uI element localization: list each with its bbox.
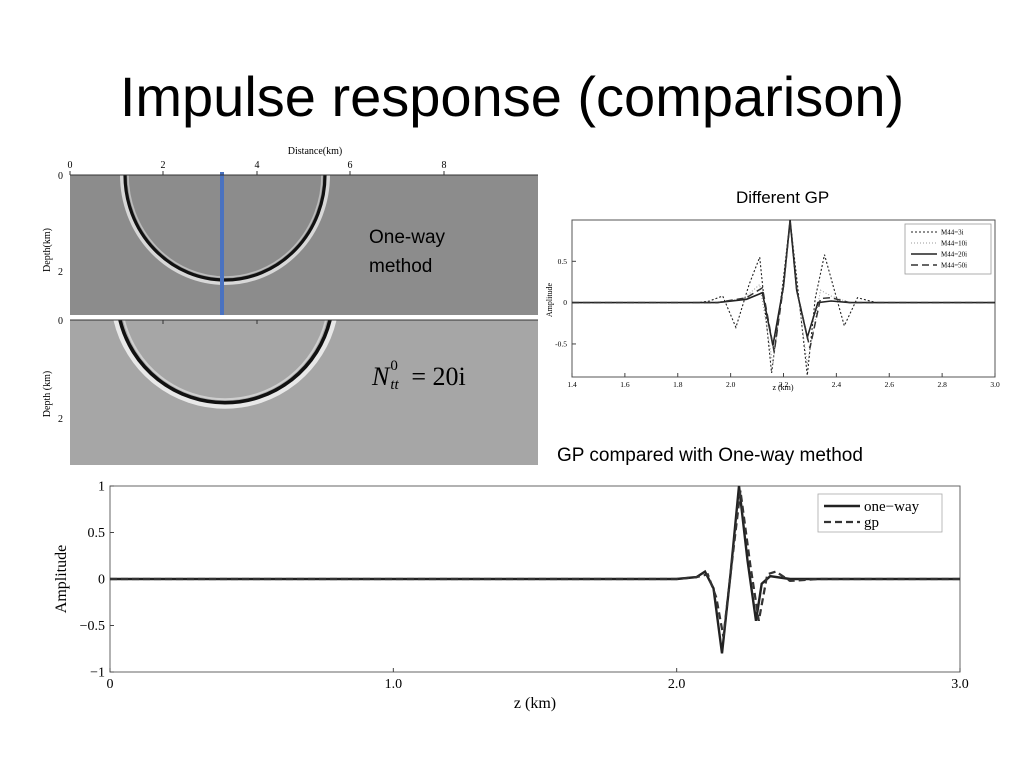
- gp-section-top-ticks: [70, 319, 538, 324]
- legend-label-2: M44=20i: [941, 250, 967, 258]
- y-tick-label: 0: [563, 298, 567, 307]
- oneway-xtick-4: 4: [255, 160, 260, 171]
- oneway-reflector-edge: [127, 174, 323, 278]
- gp-section-background: [70, 320, 538, 465]
- equation-superscript: 0: [390, 358, 398, 374]
- y-tick-label: 0.5: [558, 257, 568, 266]
- legend-label-0: one−way: [864, 499, 920, 515]
- y-tick-label: −1: [90, 666, 105, 681]
- oneway-xtick-2: 2: [161, 160, 166, 171]
- oneway-y-axis: 0 2 Depth(km): [42, 171, 63, 278]
- gp-ytick-0: 0: [58, 316, 63, 327]
- caption-gp-vs-oneway: GP compared with One-way method: [557, 445, 863, 466]
- chart2-series-group: [110, 485, 960, 654]
- chart1-legend: M44=3i M44=10i M44=20i M44=50i: [904, 223, 992, 275]
- oneway-method-label: One-way method: [369, 223, 445, 281]
- series-line-1: [572, 224, 995, 365]
- gp-depth-section: 0 2 Depth (km): [42, 316, 538, 465]
- y-tick-label: 1: [98, 480, 105, 495]
- chart2-ylabel: Amplitude: [53, 545, 70, 613]
- oneway-x-axis: 0 2 4 6 8 Distance(km): [68, 146, 538, 176]
- x-tick-label: 1.8: [673, 380, 683, 389]
- gp-reflector-light: [113, 319, 337, 409]
- series-line-3: [572, 221, 995, 353]
- oneway-reflector-dark: [123, 174, 327, 282]
- slide-title: Impulse response (comparison): [119, 65, 905, 128]
- caption-different-gp: Different GP: [736, 188, 830, 207]
- oneway-ytick-2: 2: [58, 267, 63, 278]
- x-tick-label: 2.2: [779, 380, 789, 389]
- x-tick-label: 2.0: [726, 380, 736, 389]
- oneway-xtick-0: 0: [68, 160, 73, 171]
- chart1-x-ticks: 1.4 1.6 1.8 2.0 2.2 2.4 2.6 2.8 3.0: [567, 373, 1000, 389]
- x-tick-label: 0: [107, 677, 114, 692]
- gp-ytick-2: 2: [58, 414, 63, 425]
- y-tick-label: -0.5: [555, 339, 567, 348]
- legend-label-3: M44=50i: [941, 261, 967, 269]
- x-tick-label: 1.0: [385, 677, 403, 692]
- gp-y-axis: 0 2 Depth (km): [42, 316, 63, 425]
- oneway-label-line2: method: [369, 256, 433, 277]
- chart2-y-ticks: 1 0.5 0 −0.5 −1: [80, 480, 114, 681]
- y-tick-label: 0: [98, 573, 105, 588]
- equation-subscript: tt: [390, 377, 399, 393]
- gp-equation: N 0 tt = 20i: [372, 358, 466, 393]
- equation-rhs: = 20i: [411, 362, 466, 391]
- series-line-2: [572, 219, 995, 346]
- chart2-xlabel: z (km): [514, 695, 556, 712]
- x-tick-label: 1.4: [567, 380, 577, 389]
- gp-comparison-chart: 1.4 1.6 1.8 2.0 2.2 2.4 2.6 2.8 3.0 0.5 0 -0.5 M44…: [545, 219, 1000, 392]
- legend-label-1: gp: [864, 515, 879, 531]
- y-tick-label: −0.5: [80, 619, 105, 634]
- oneway-xtick-6: 6: [348, 160, 353, 171]
- oneway-ytick-0: 0: [58, 171, 63, 182]
- x-tick-label: 1.6: [620, 380, 630, 389]
- legend-label-1: M44=10i: [941, 239, 967, 247]
- x-tick-label: 3.0: [951, 677, 969, 692]
- oneway-ylabel: Depth(km): [42, 228, 53, 272]
- legend-label-0: M44=3i: [941, 228, 964, 236]
- chart1-series-group: [572, 219, 995, 376]
- x-tick-label: 2.8: [937, 380, 947, 389]
- gp-reflector-edge: [123, 319, 327, 401]
- chart2-x-ticks: 0 1.0 2.0 3.0: [107, 668, 969, 692]
- gp-ylabel: Depth (km): [42, 371, 53, 417]
- x-tick-label: 3.0: [990, 380, 1000, 389]
- oneway-xtick-8: 8: [442, 160, 447, 171]
- oneway-reflector-light: [120, 174, 330, 285]
- chart1-xlabel: z (km): [772, 383, 793, 392]
- oneway-depth-section: 0 2 4 6 8 Distance(km) 0 2 Depth(km): [42, 146, 538, 315]
- chart1-ylabel: Amplitude: [545, 282, 554, 317]
- series-line-1: [110, 490, 960, 637]
- equation-n: N: [372, 362, 390, 391]
- oneway-label-line1: One-way: [369, 227, 446, 248]
- x-tick-label: 2.0: [668, 677, 686, 692]
- gp-reflector-dark: [118, 319, 332, 405]
- oneway-xlabel: Distance(km): [288, 146, 342, 157]
- x-tick-label: 2.6: [885, 380, 895, 389]
- y-tick-label: 0.5: [88, 526, 106, 541]
- x-tick-label: 2.4: [832, 380, 842, 389]
